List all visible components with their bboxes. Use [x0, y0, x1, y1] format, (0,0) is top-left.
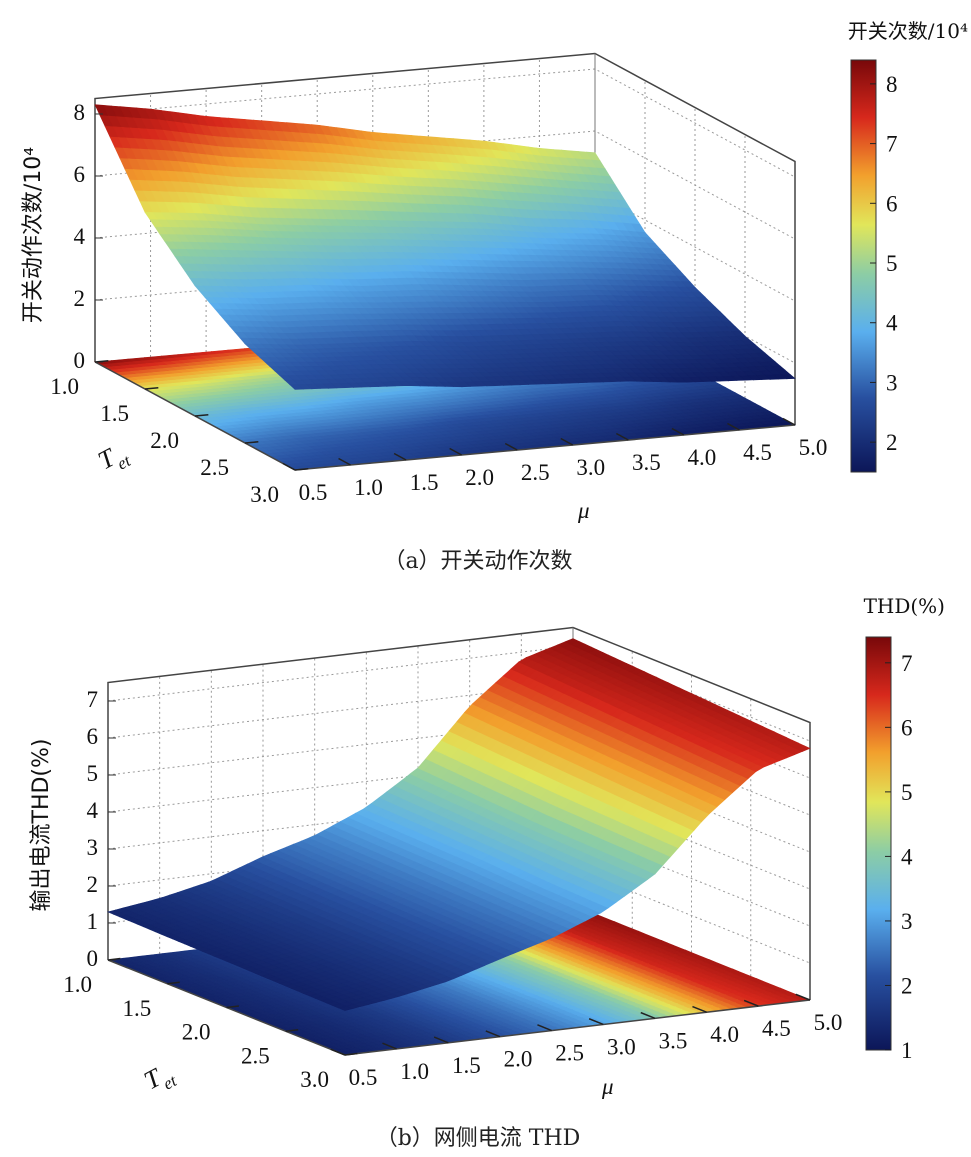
mu-tick-label: 3.5 — [632, 450, 661, 475]
colorbar-tick-label: 3 — [886, 370, 898, 395]
mu-tick-label: 4.5 — [743, 440, 772, 465]
colorbar-tick-label: 5 — [886, 251, 898, 276]
z-tick-label: 2 — [74, 286, 86, 311]
z-tick-label: 0 — [74, 348, 86, 373]
T-tick-label: 2.0 — [150, 428, 179, 453]
mu-tick-label: 2.5 — [521, 460, 550, 485]
mu-tick-label: 4.0 — [688, 445, 717, 470]
T-tick-label: 2.5 — [200, 455, 229, 480]
surface — [94, 104, 796, 390]
T-tick-label: 3.0 — [250, 482, 279, 507]
colorbar-tick-label: 7 — [886, 132, 898, 157]
colorbar-tick-label: 8 — [886, 72, 898, 97]
mu-tick-label: 2.0 — [465, 465, 494, 490]
z-tick-label: 8 — [74, 100, 86, 125]
z-tick-label: 6 — [74, 162, 86, 187]
mu-tick-label: 1.0 — [354, 475, 383, 500]
colorbar-tick-label: 2 — [886, 430, 898, 455]
T-tick-label: 1.5 — [100, 401, 129, 426]
surface-plot-a: 0 2 4 6 8 0.5 1.0 1.5 2.0 2.5 3.0 3.5 4.0 4.5 5.0 1.0 1.… — [50, 52, 898, 507]
mu-tick-label: 5.0 — [799, 435, 828, 460]
colorbar-tick-label: 6 — [886, 191, 898, 216]
mu-tick-label: 3.0 — [576, 455, 605, 480]
colorbar-tick-label: 4 — [886, 311, 898, 336]
z-tick-label: 4 — [74, 224, 86, 249]
mu-tick-label: 0.5 — [299, 480, 328, 505]
colorbar — [850, 59, 877, 473]
T-tick-label: 1.0 — [50, 374, 79, 399]
mu-tick-label: 1.5 — [410, 470, 439, 495]
